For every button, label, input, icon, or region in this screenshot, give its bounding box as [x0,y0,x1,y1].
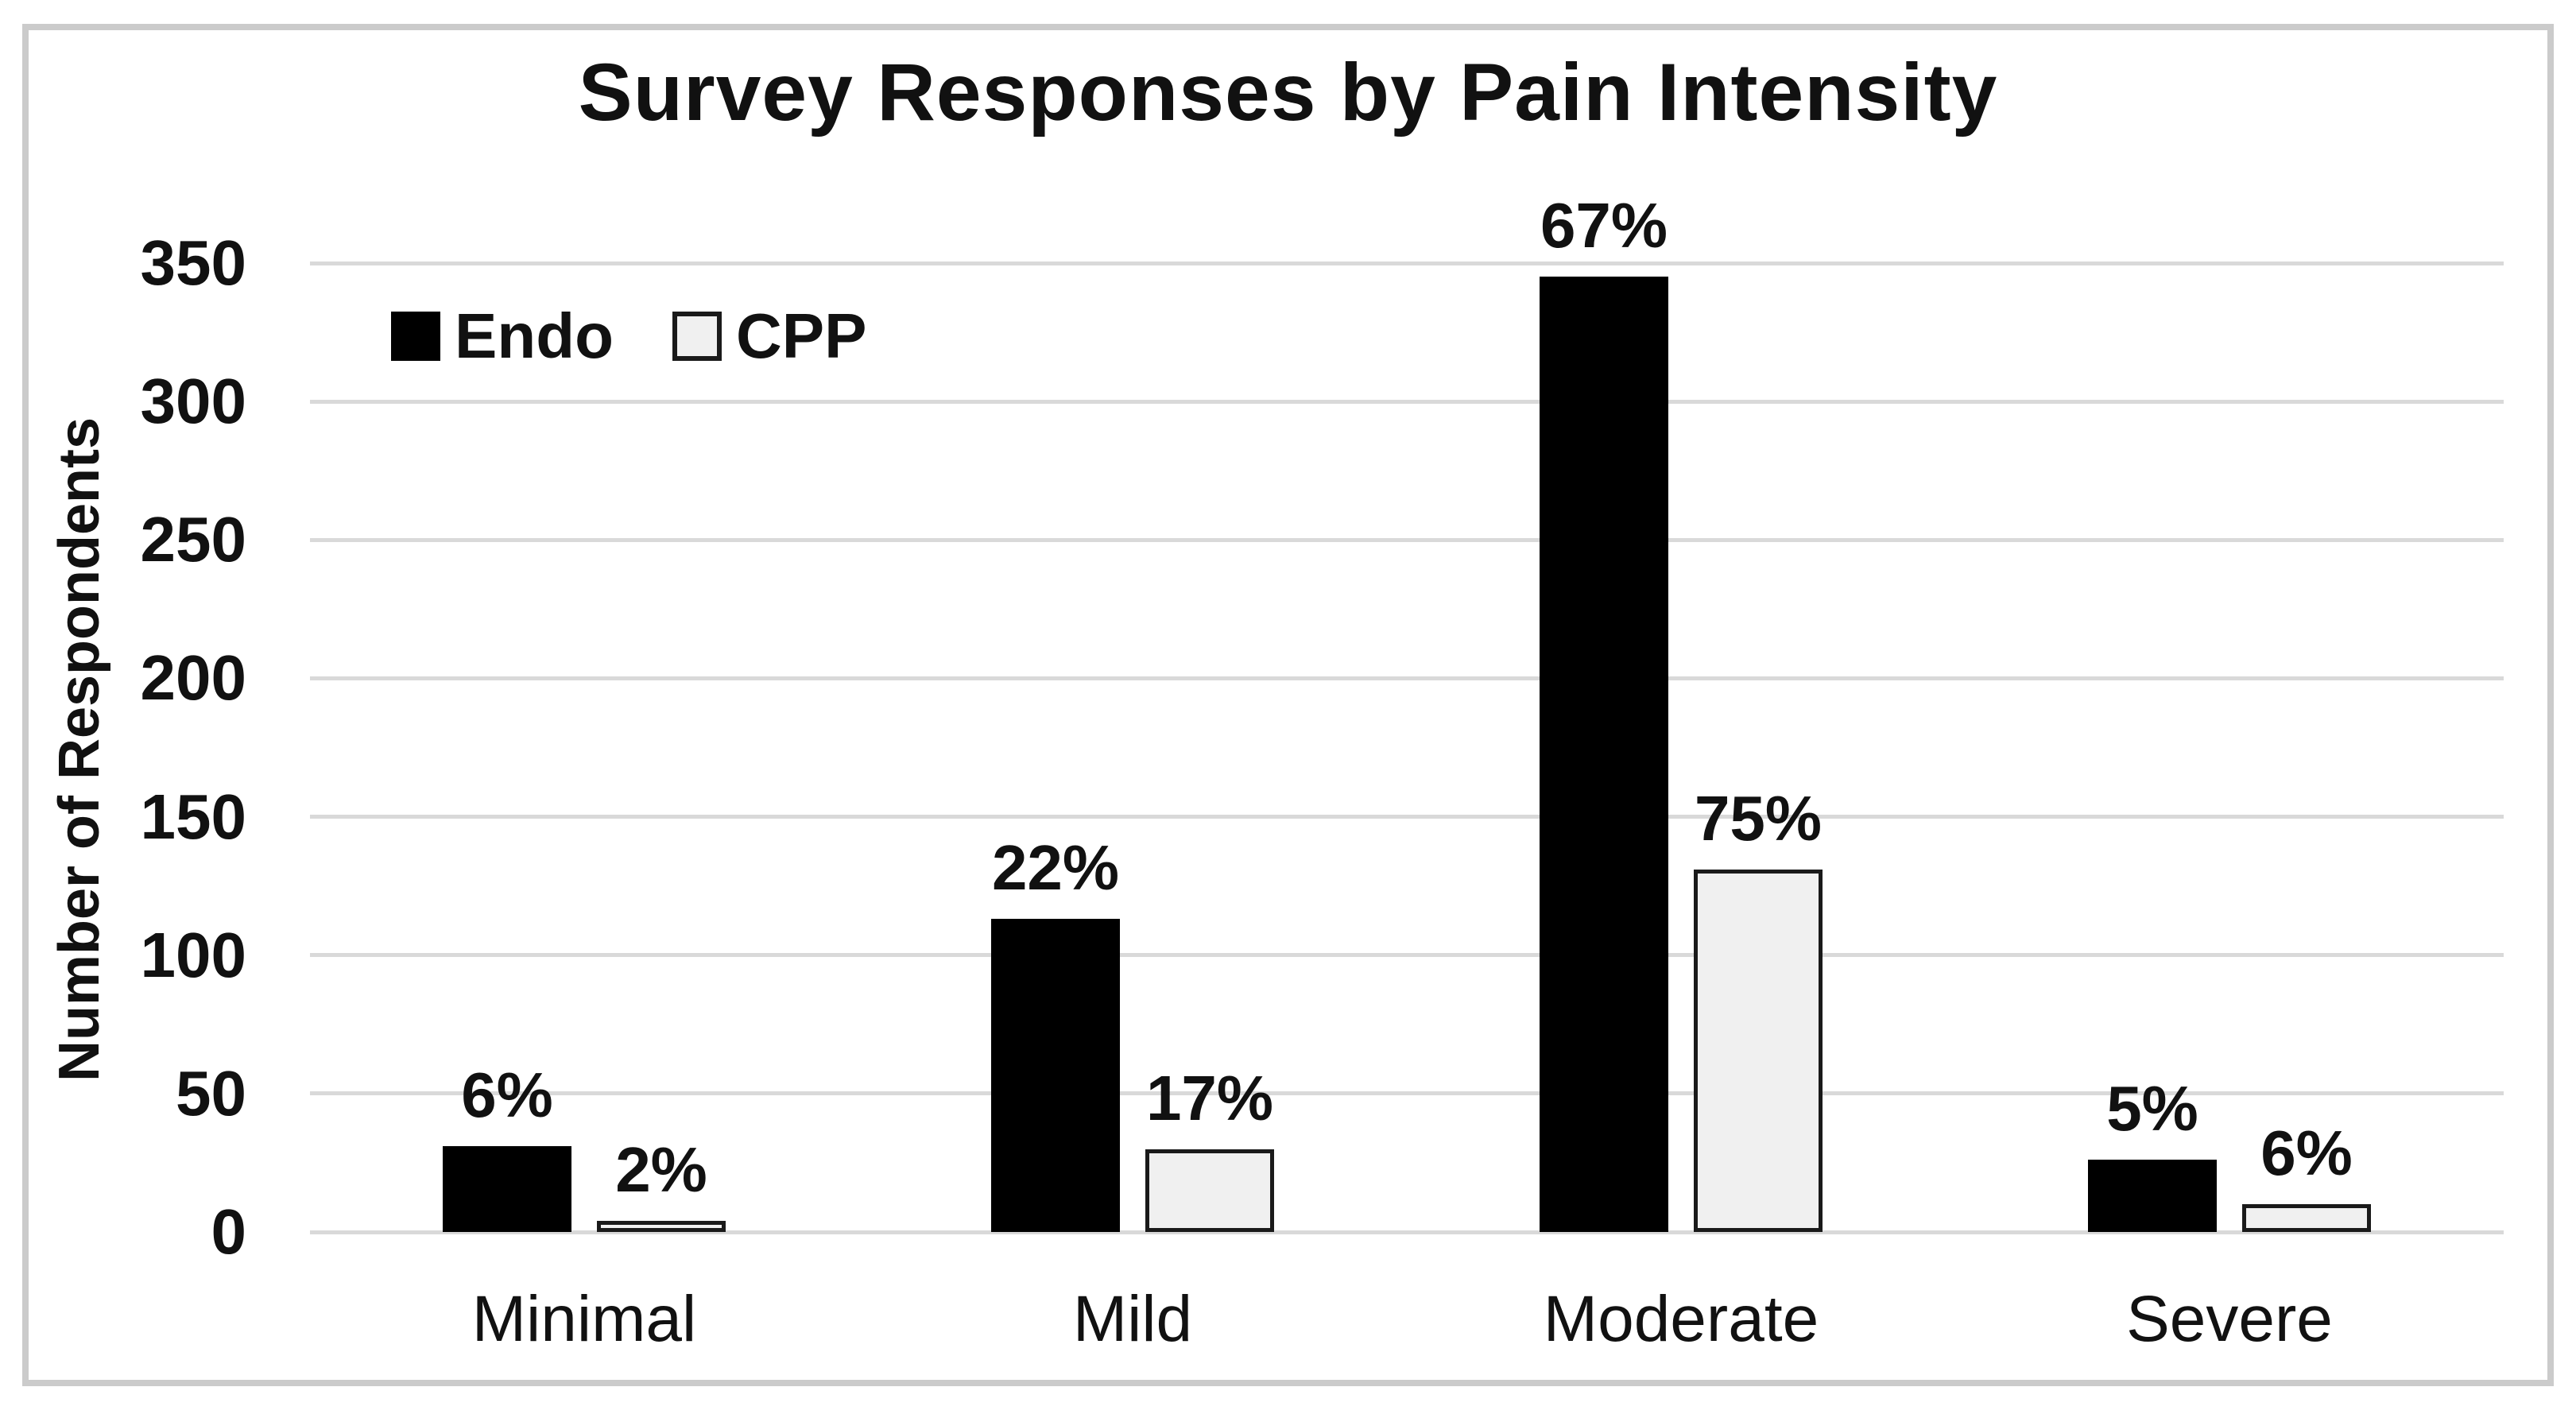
gridline-300 [310,400,2504,404]
legend-item-cpp: CPP [672,300,867,371]
bar-cpp-minimal [597,1221,726,1232]
x-category-label-minimal: Minimal [471,1283,697,1355]
bar-endo-mild [991,919,1120,1232]
legend-label-endo: Endo [455,300,614,371]
gridline-350 [310,261,2504,265]
bar-value-label-endo-severe: 5% [2106,1073,2198,1144]
bar-cpp-mild [1145,1149,1274,1232]
bar-value-label-endo-moderate: 67% [1540,190,1668,261]
legend-label-cpp: CPP [735,300,867,371]
bar-cpp-severe [2242,1204,2371,1232]
cpp-series-swatch-icon [672,312,722,361]
y-tick-label-0: 0 [211,1196,247,1267]
bar-value-label-endo-minimal: 6% [461,1060,553,1130]
y-tick-label-250: 250 [140,504,246,575]
chart-title: Survey Responses by Pain Intensity [578,47,1998,138]
x-category-label-severe: Severe [2126,1283,2333,1355]
gridline-200 [310,676,2504,680]
y-tick-label-350: 350 [140,227,246,298]
x-category-label-moderate: Moderate [1543,1283,1819,1355]
bar-value-label-cpp-mild: 17% [1145,1063,1274,1133]
gridline-100 [310,953,2504,957]
gridline-0 [310,1230,2504,1234]
bar-endo-severe [2088,1160,2217,1232]
y-tick-label-100: 100 [140,920,246,990]
y-tick-label-150: 150 [140,781,246,852]
bar-value-label-endo-mild: 22% [991,832,1120,903]
y-tick-label-300: 300 [140,366,246,436]
bar-endo-moderate [1540,277,1668,1232]
bar-endo-minimal [443,1146,571,1232]
x-category-label-mild: Mild [1072,1283,1193,1355]
bar-value-label-cpp-severe: 6% [2260,1118,2353,1188]
gridline-250 [310,538,2504,542]
legend-item-endo: Endo [391,300,614,371]
legend: Endo CPP [391,300,867,371]
endo-series-swatch-icon [391,312,440,361]
y-tick-label-50: 50 [176,1058,246,1129]
gridline-150 [310,815,2504,819]
bar-value-label-cpp-minimal: 2% [615,1134,707,1205]
y-tick-label-200: 200 [140,642,246,713]
bar-value-label-cpp-moderate: 75% [1694,783,1823,854]
gridline-50 [310,1091,2504,1095]
bar-cpp-moderate [1694,870,1823,1232]
